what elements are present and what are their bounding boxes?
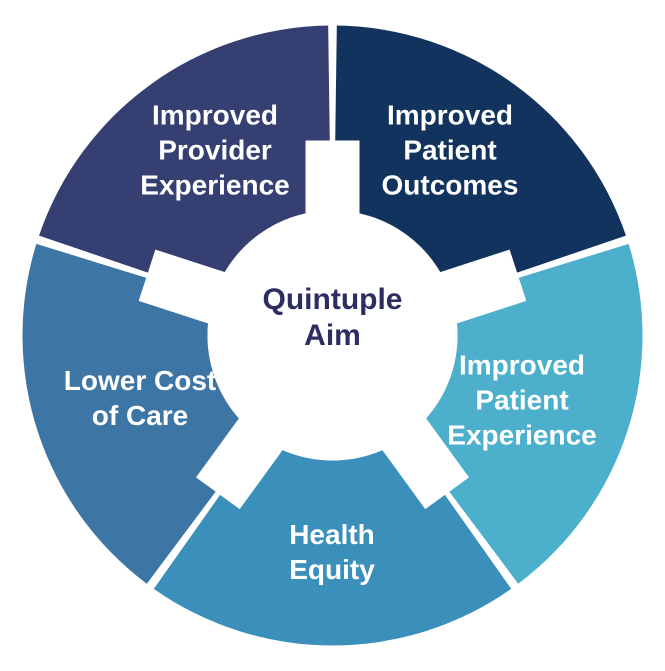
segment-label-experience: Improved Patient Experience xyxy=(447,348,596,453)
segment-label-outcomes: Improved Patient Outcomes xyxy=(382,98,519,203)
segment-label-provider: Improved Provider Experience xyxy=(140,98,289,203)
quintuple-aim-diagram: Improved Patient Outcomes Improved Patie… xyxy=(0,0,665,671)
segment-label-cost: Lower Cost of Care xyxy=(64,363,216,433)
segment-label-equity: Health Equity xyxy=(289,517,375,587)
center-title: Quintuple Aim xyxy=(263,282,403,354)
